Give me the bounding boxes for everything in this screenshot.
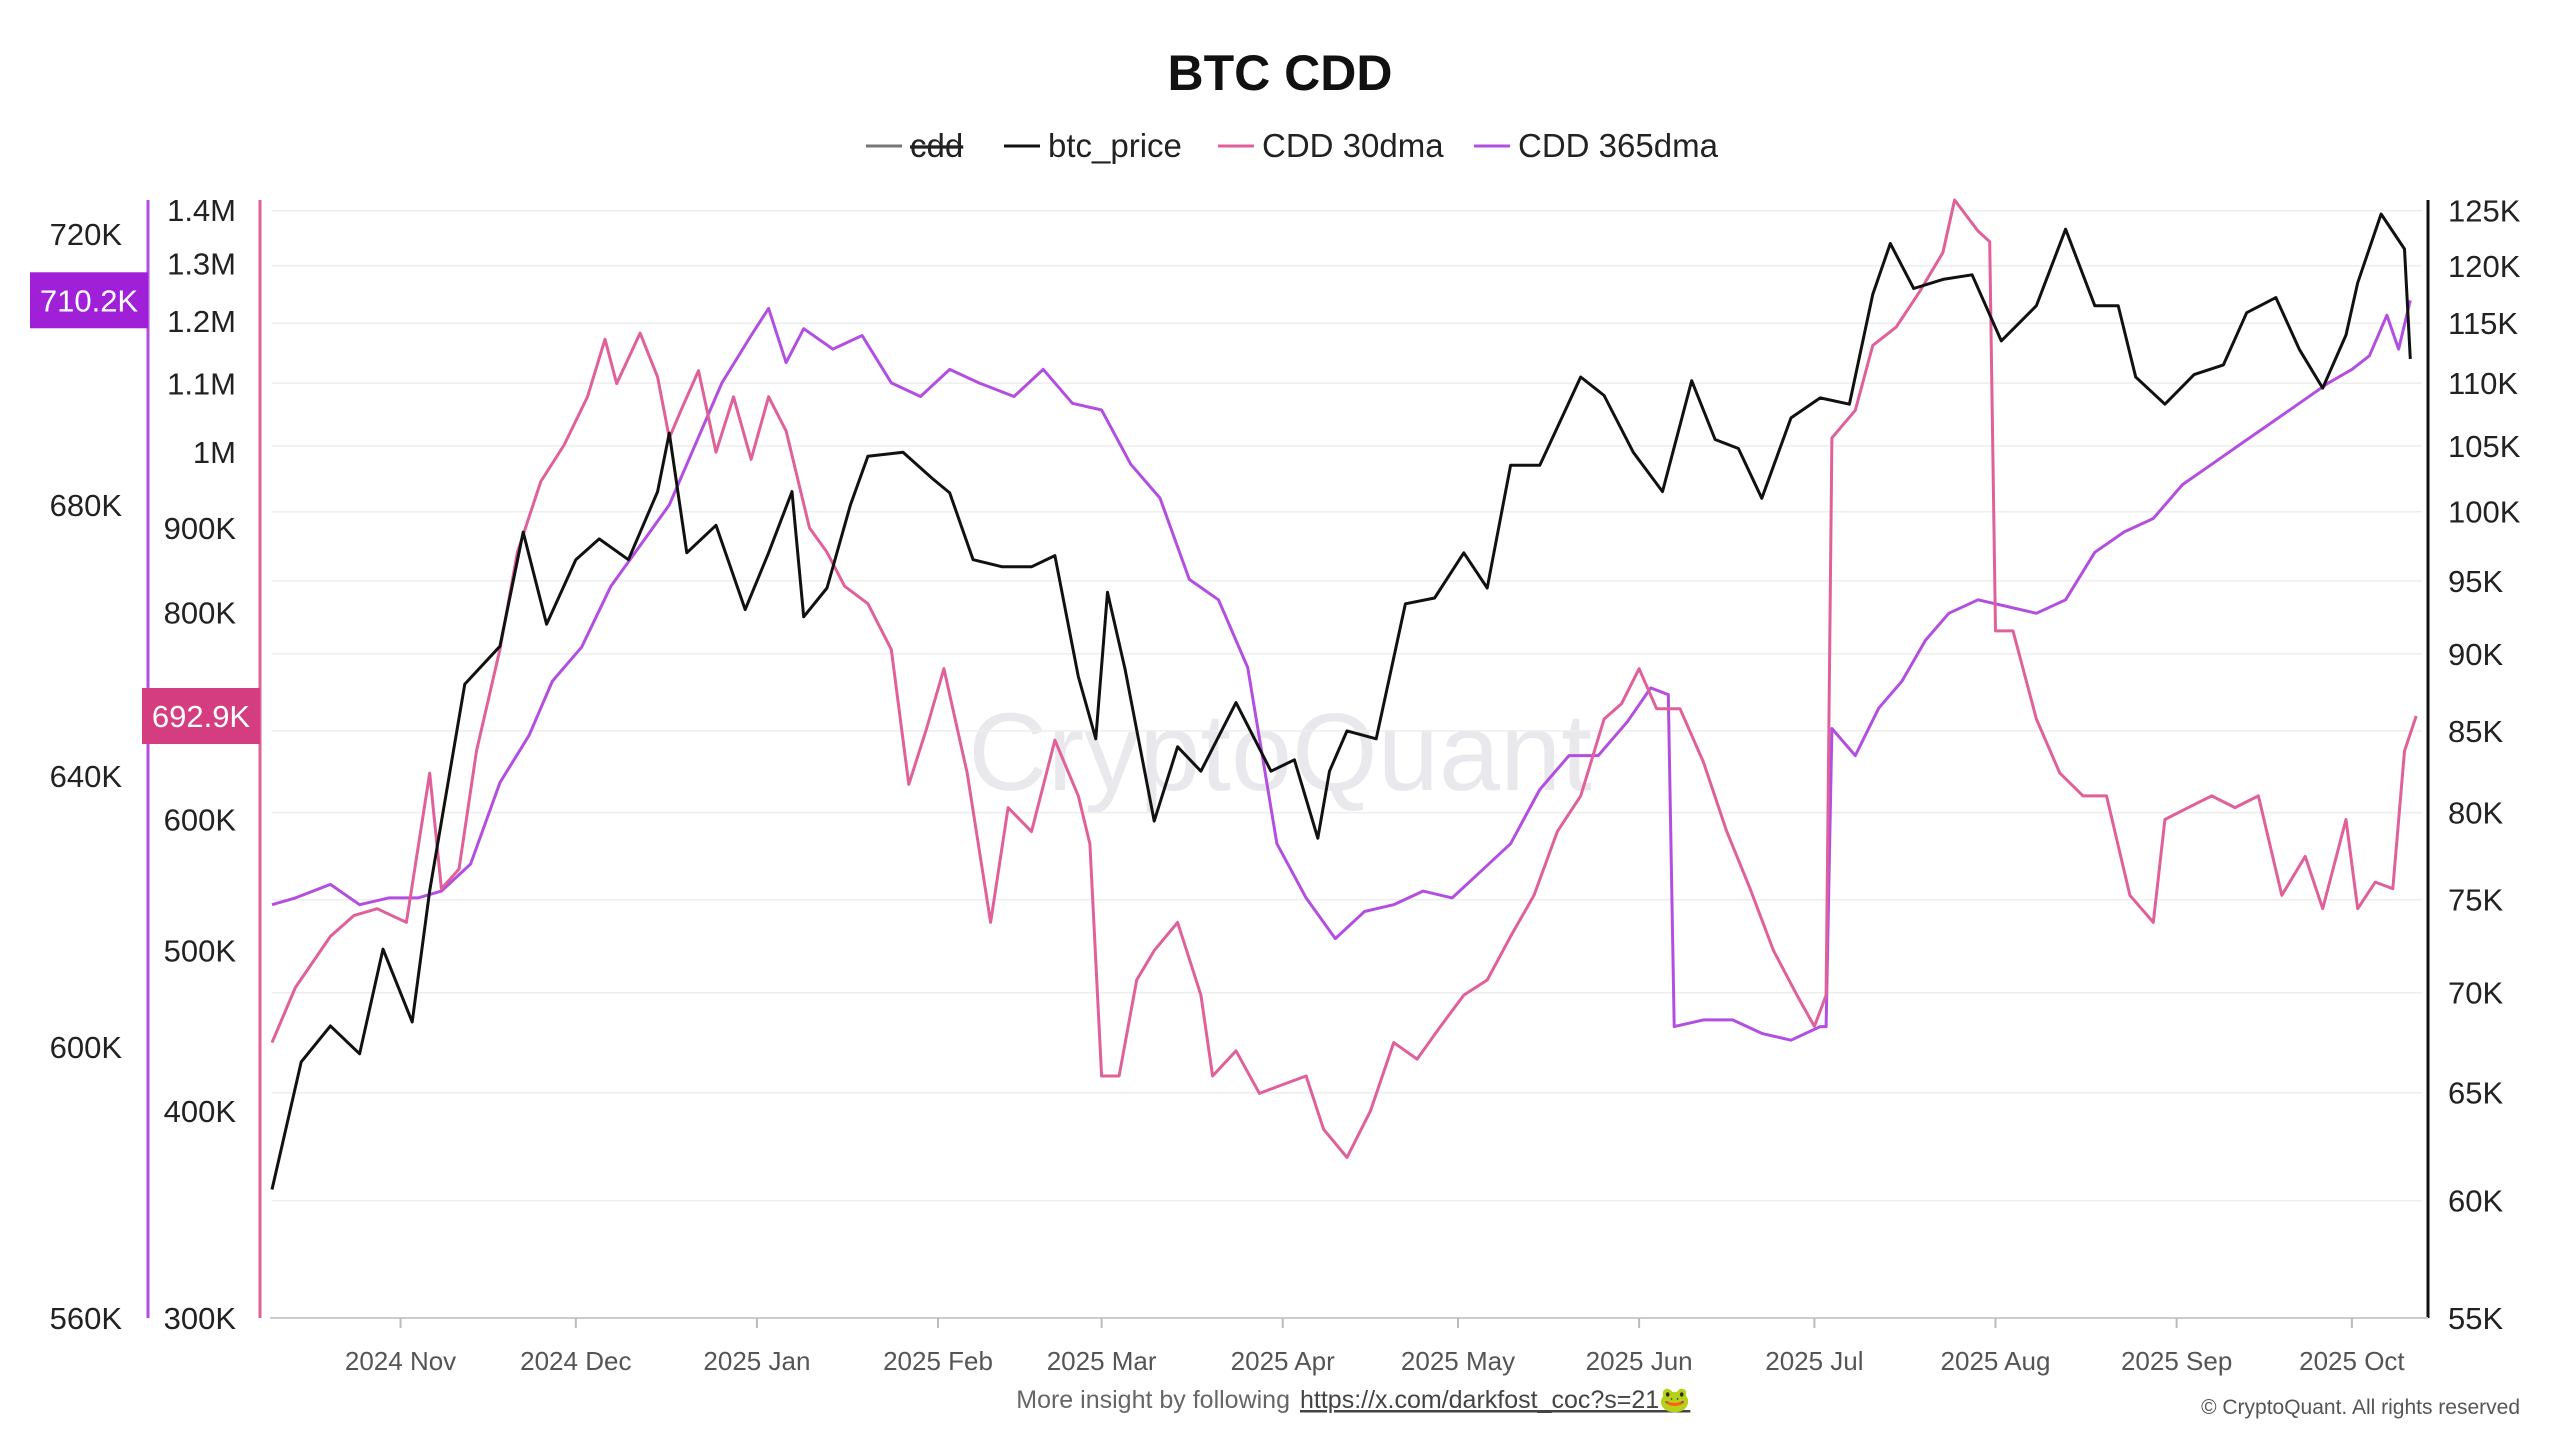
cdd30-tick-label: 400K (164, 1094, 237, 1129)
series-line-btc-price (270, 212, 2412, 1190)
x-tick-label: 2025 Feb (883, 1346, 993, 1376)
legend-item-btc-price[interactable]: btc_price (1004, 127, 1182, 164)
series-group (270, 198, 2418, 1190)
x-tick-label: 2025 Oct (2299, 1346, 2405, 1376)
cdd30-tick-label: 1M (193, 435, 236, 470)
cdd30-tick-label: 600K (164, 803, 237, 838)
price-tick-label: 100K (2448, 495, 2521, 530)
cdd30-tick-label: 800K (164, 596, 237, 631)
series-line-cdd-365dma (271, 299, 2412, 1042)
watermark: CryptoQuant (968, 691, 1592, 814)
x-tick-label: 2025 Jul (1765, 1346, 1863, 1376)
legend: cdd btc_price CDD 30dma CDD 365dma (866, 127, 1719, 164)
cdd30-tick-label: 1.3M (167, 246, 236, 281)
x-tick-label: 2025 May (1401, 1346, 1515, 1376)
badge-label: 710.2K (40, 283, 139, 318)
price-tick-label: 60K (2448, 1184, 2503, 1219)
x-axis: 2024 Nov 2024 Dec 2025 Jan 2025 Feb 2025 Mar… (345, 1318, 2405, 1376)
footer-link[interactable]: https://x.com/darkfost_coc?s=21🐸 (1300, 1386, 1690, 1414)
cdd30-tick-label: 500K (164, 934, 237, 969)
x-tick-label: 2025 Jun (1586, 1346, 1693, 1376)
cdd30-tick-label: 1.1M (167, 367, 236, 402)
price-tick-label: 110K (2448, 366, 2518, 401)
series-line-cdd-30dma (270, 198, 2418, 1159)
price-tick-label: 95K (2448, 564, 2503, 599)
price-tick-label: 65K (2448, 1076, 2503, 1111)
chart-title: BTC CDD (1168, 45, 1393, 101)
price-tick-label: 125K (2448, 194, 2521, 229)
legend-item-cdd-30dma[interactable]: CDD 30dma (1218, 127, 1444, 164)
cdd30-tick-label: 1.4M (167, 193, 236, 228)
x-tick-label: 2024 Dec (520, 1346, 631, 1376)
x-tick-label: 2025 Jan (703, 1346, 810, 1376)
price-tick-label: 105K (2448, 429, 2521, 464)
x-tick-label: 2025 Apr (1231, 1346, 1335, 1376)
legend-item-cdd-365dma[interactable]: CDD 365dma (1474, 127, 1719, 164)
price-tick-label: 55K (2448, 1301, 2503, 1336)
x-tick-label: 2025 Mar (1047, 1346, 1157, 1376)
cdd30-tick-label: 300K (164, 1301, 237, 1336)
cdd30-tick-label: 1.2M (167, 304, 236, 339)
cdd365-tick-label: 560K (50, 1301, 123, 1336)
price-tick-label: 120K (2448, 249, 2521, 284)
price-tick-label: 75K (2448, 883, 2503, 918)
price-tick-label: 70K (2448, 976, 2503, 1011)
badge-background (142, 688, 260, 745)
copyright: © CryptoQuant. All rights reserved (2201, 1396, 2520, 1419)
legend-label: cdd (910, 127, 963, 164)
price-tick-label: 85K (2448, 714, 2503, 749)
cdd30-tick-label: 900K (164, 511, 237, 546)
price-tick-label: 115K (2448, 306, 2518, 341)
footer-text: More insight by following (1016, 1386, 1290, 1414)
legend-label: btc_price (1048, 127, 1182, 164)
legend-item-cdd[interactable]: cdd (866, 127, 963, 164)
current-value-badges: 710.2K 692.9K (30, 272, 260, 745)
price-tick-label: 90K (2448, 637, 2503, 672)
legend-label: CDD 30dma (1262, 127, 1444, 164)
cdd365-tick-label: 640K (50, 759, 123, 794)
badge-label: 692.9K (152, 699, 251, 734)
cdd365-tick-label: 680K (50, 488, 123, 523)
price-tick-label: 80K (2448, 796, 2503, 831)
x-tick-label: 2025 Aug (1941, 1346, 2051, 1376)
badge-background (30, 272, 148, 329)
cdd365-tick-label: 600K (50, 1030, 123, 1065)
axes: 720K 680K 640K 600K 560K 1.4M 1.3M 1.2M 1.1M 1M 90… (50, 193, 2521, 1336)
cdd30-current-badge: 692.9K (142, 688, 260, 745)
legend-label: CDD 365dma (1518, 127, 1719, 164)
x-tick-label: 2025 Sep (2121, 1346, 2232, 1376)
cdd365-tick-label: 720K (50, 217, 123, 252)
x-tick-label: 2024 Nov (345, 1346, 456, 1376)
cdd365-current-badge: 710.2K (30, 272, 148, 329)
